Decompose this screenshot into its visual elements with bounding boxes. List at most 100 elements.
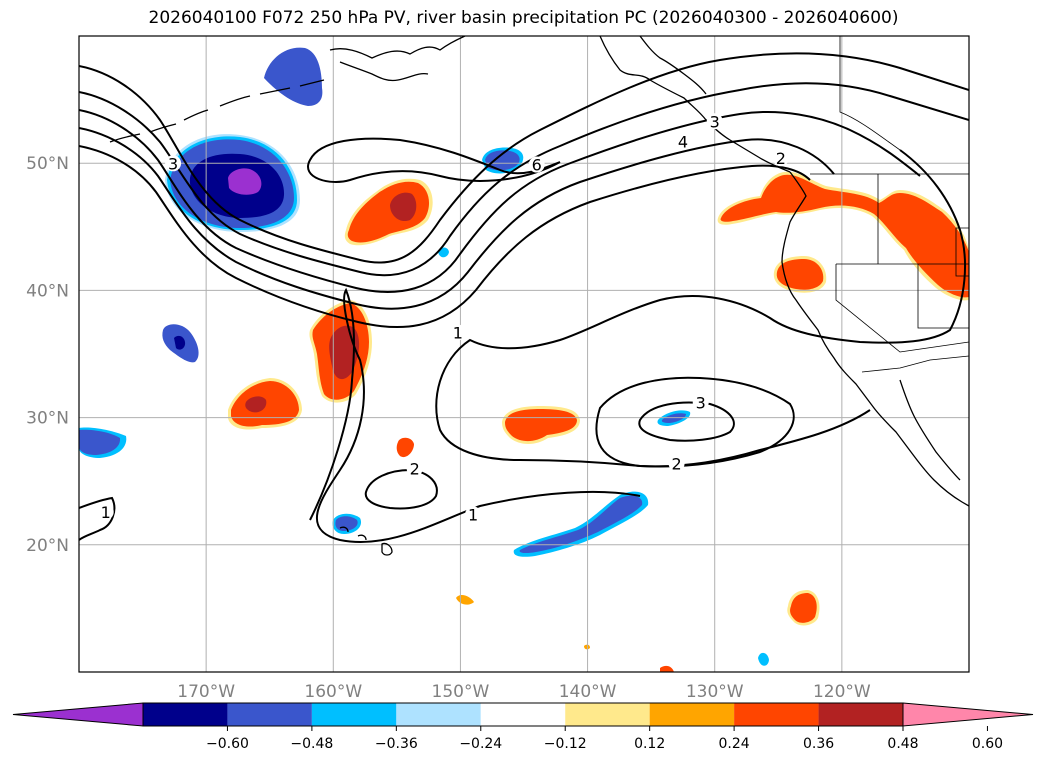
precip-blob-positive	[505, 409, 577, 442]
contour-label: 1	[453, 323, 463, 342]
contour-label-bg	[668, 455, 685, 472]
precip-blob-positive	[396, 437, 414, 458]
border-us-mexico	[861, 355, 969, 373]
pv-contour	[79, 52, 969, 264]
colorbar-tick-label: 0.36	[803, 736, 834, 752]
precip-blob-negative	[174, 335, 186, 350]
longitude-label: 150°W	[432, 682, 490, 702]
border-lake	[955, 227, 969, 277]
colorbar-segment	[227, 703, 312, 726]
colorbar-tick-label: 0.48	[887, 736, 918, 752]
pv-contour	[79, 496, 116, 541]
latitude-label: 50°N	[26, 154, 69, 174]
colorbar-tick-label: −0.36	[375, 736, 418, 752]
precip-blob-positive	[245, 396, 267, 413]
colorbar-segment	[396, 703, 481, 726]
contour-label: 1	[101, 503, 111, 522]
precip-blob-positive	[456, 595, 474, 605]
pv-contour	[79, 109, 921, 293]
map-title: 2026040100 F072 250 hPa PV, river basin …	[148, 8, 899, 28]
longitude-labels: 170°W 160°W 150°W 140°W 130°W 120°W	[177, 682, 871, 702]
colorbar-segment	[311, 703, 397, 726]
contour-label: 3	[710, 112, 720, 131]
precip-blob-positive	[720, 174, 969, 298]
colorbar-tick-label: 0.12	[634, 736, 665, 752]
longitude-label: 140°W	[559, 682, 617, 702]
pv-contour	[307, 137, 561, 183]
contour-label: 2	[776, 149, 786, 168]
baja-coast	[899, 379, 961, 481]
latitude-label: 30°N	[26, 409, 69, 429]
latitude-label: 40°N	[26, 281, 69, 301]
political-borders	[810, 36, 969, 373]
contour-label: 2	[671, 454, 681, 473]
alaska-coast	[639, 36, 707, 95]
contour-label-bg	[406, 460, 423, 477]
colorbar: −0.60 −0.48 −0.36 −0.24 −0.12 0.12 0.24 0.36 0.4…	[12, 702, 1034, 752]
colorbar-tick-label: 0.60	[972, 736, 1003, 752]
contour-label-bg	[692, 394, 709, 411]
coastlines	[109, 36, 969, 556]
contour-label-bg	[97, 503, 114, 520]
latitude-labels: 50°N 40°N 30°N 20°N	[26, 154, 69, 556]
precip-shading	[79, 47, 969, 672]
colorbar-extend-high	[902, 702, 1034, 727]
latitude-label: 20°N	[26, 536, 69, 556]
colorbar-tick-label: −0.60	[206, 736, 249, 752]
longitude-label: 130°W	[686, 682, 744, 702]
alaska-coast	[599, 36, 791, 173]
pv-contour	[364, 468, 438, 510]
plot-frame	[78, 35, 970, 673]
contour-label-bg	[528, 156, 545, 173]
precip-blob-negative	[519, 495, 643, 554]
pv-contours	[79, 52, 969, 543]
precip-blob-positive	[776, 259, 824, 290]
precip-blob-negative	[228, 168, 262, 195]
precip-blob-negative	[264, 47, 323, 106]
pv-contour	[79, 127, 835, 310]
colorbar-segment	[565, 703, 650, 726]
precip-blob-positive	[790, 593, 817, 623]
contour-label-bg	[465, 506, 482, 523]
precip-blob-negative	[485, 150, 520, 171]
precip-blob-positive	[347, 181, 430, 243]
longitude-label: 170°W	[177, 682, 235, 702]
contour-label-bg	[674, 133, 691, 150]
precip-blob-positive	[584, 644, 590, 650]
precip-blob-negative	[661, 413, 686, 423]
contour-label: 4	[678, 133, 688, 152]
colorbar-tick-label: −0.12	[544, 736, 587, 752]
pv-contour	[309, 287, 641, 543]
precip-blob-positive	[660, 665, 674, 672]
longitude-label: 120°W	[813, 682, 871, 702]
colorbar-segment	[480, 703, 566, 726]
contour-label: 3	[696, 393, 706, 412]
colorbar-segment	[818, 703, 903, 726]
contour-label-bg	[449, 324, 466, 341]
pv-contour	[638, 401, 735, 442]
na-west-coast	[781, 171, 969, 507]
contour-label: 6	[532, 156, 542, 175]
colorbar-segment	[143, 703, 228, 726]
pv-contour	[79, 82, 969, 277]
colorbar-tick-label: 0.24	[719, 736, 750, 752]
contour-label: 2	[410, 460, 420, 479]
contour-label-bg	[165, 155, 182, 172]
colorbar-tick-label: −0.48	[290, 736, 333, 752]
precip-blob-negative	[79, 429, 121, 455]
contour-label: 3	[168, 154, 178, 173]
colorbar-segment	[649, 703, 735, 726]
longitude-label: 160°W	[304, 682, 362, 702]
border-bc-alaska	[839, 36, 901, 151]
colorbar-frame	[142, 702, 904, 727]
contour-label-bg	[772, 150, 789, 167]
map-gridlines	[79, 36, 969, 672]
border-states	[835, 174, 969, 353]
pv-contour	[595, 376, 795, 468]
precip-blob-negative	[758, 652, 769, 666]
alaska-coast	[339, 61, 429, 82]
precip-blob-positive	[390, 192, 417, 222]
contour-label: 1	[468, 505, 478, 524]
contour-labels: 3 6 4 3 2 1 3 2 2 1 1	[97, 112, 789, 524]
